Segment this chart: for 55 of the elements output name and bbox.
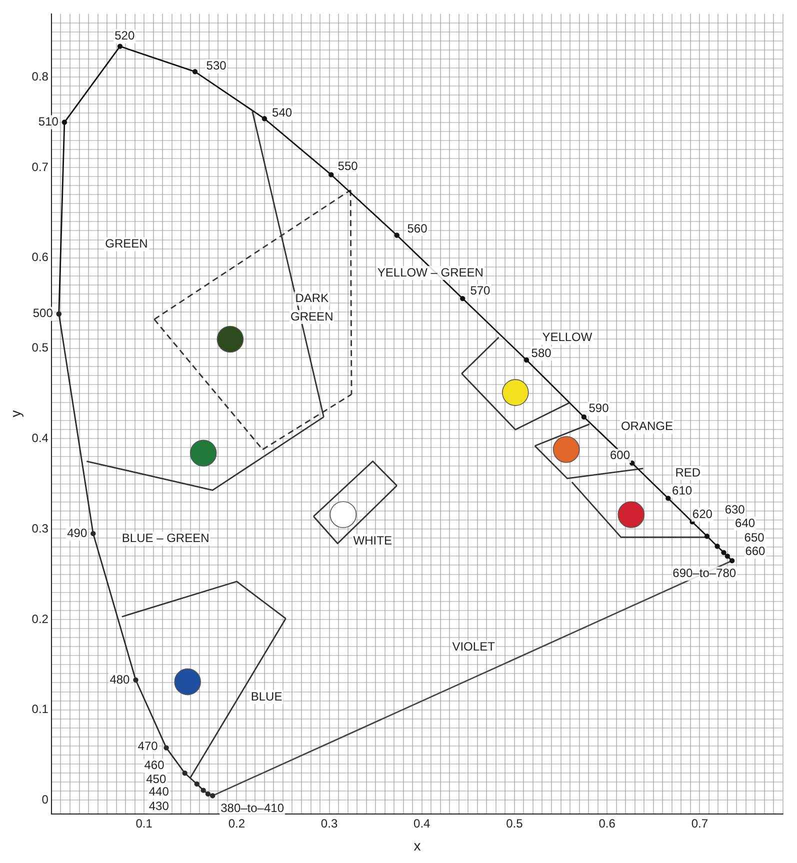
annotation: 560 <box>407 221 428 236</box>
annotation: YELLOW <box>542 330 593 344</box>
x-tick-label: 0.4 <box>414 816 431 830</box>
annotation: 480 <box>110 672 130 686</box>
annotation: 610 <box>672 483 692 498</box>
annotation: VIOLET <box>452 640 496 654</box>
annotation: WHITE <box>353 533 392 548</box>
annotation: 570 <box>470 284 491 298</box>
y-tick-label: 0.8 <box>32 69 49 84</box>
annotation: 690–to–780 <box>672 566 736 580</box>
annotation: YELLOW – GREEN <box>377 265 484 280</box>
annotation: 630 <box>724 502 746 516</box>
y-tick-label: 0.1 <box>32 702 49 716</box>
annotation: DARK <box>295 290 329 305</box>
annotation: 550 <box>338 158 358 173</box>
annotation: 650 <box>744 530 765 544</box>
annotation: 510 <box>38 114 59 129</box>
annotation: 450 <box>146 772 166 786</box>
annotation: 500 <box>32 306 54 320</box>
x-tick-label: 0.5 <box>506 816 524 830</box>
y-tick-label: 0.4 <box>32 430 49 445</box>
annotation: 580 <box>531 346 552 360</box>
x-tick-label: 0.3 <box>320 816 338 830</box>
annotation: 590 <box>588 401 610 416</box>
x-tick-label: 0.1 <box>136 816 153 830</box>
annotation: GREEN <box>105 236 148 251</box>
annotation: 520 <box>114 28 135 43</box>
annotation: 530 <box>206 58 227 73</box>
annotation: BLUE – GREEN <box>122 530 210 545</box>
annotation: 600 <box>610 448 630 462</box>
annotation: 430 <box>148 798 170 813</box>
y-axis-title: y <box>7 410 24 418</box>
x-tick-label: 0.2 <box>228 816 246 830</box>
annotation: 540 <box>272 106 292 120</box>
annotation: 620 <box>692 506 713 521</box>
y-tick-label: 0.6 <box>32 250 49 264</box>
y-tick-label: 0.2 <box>32 612 49 626</box>
annotation: 380–to–410 <box>220 801 284 816</box>
annotation: ORANGE <box>620 418 673 433</box>
x-tick-label: 0.7 <box>691 816 708 830</box>
y-tick-label: 0.5 <box>32 340 49 355</box>
annotation: 470 <box>138 739 158 754</box>
annotation: 660 <box>745 544 766 558</box>
x-tick-label: 0.6 <box>598 816 616 830</box>
annotation: GREEN <box>290 309 334 324</box>
annotation: 460 <box>144 758 165 772</box>
annotation: RED <box>675 465 701 480</box>
annotation: 440 <box>148 784 170 798</box>
annotation: BLUE <box>250 689 282 704</box>
annotation: 490 <box>67 526 88 540</box>
y-tick-label: 0.3 <box>32 521 49 536</box>
x-axis-title: x <box>414 837 421 854</box>
annotation: 640 <box>735 516 756 530</box>
y-tick-label: 0 <box>42 792 49 807</box>
y-tick-label: 0.7 <box>32 160 49 174</box>
